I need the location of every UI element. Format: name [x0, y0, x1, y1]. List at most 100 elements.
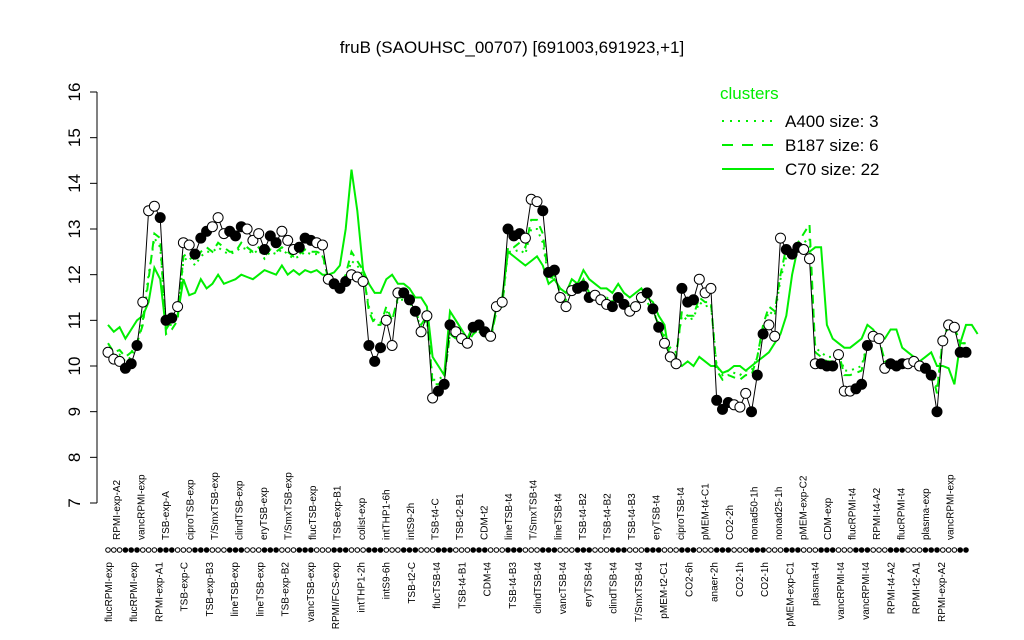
rug-mark — [858, 547, 865, 553]
data-point — [560, 301, 572, 313]
data-point — [630, 301, 642, 313]
data-point — [270, 237, 282, 249]
data-point — [438, 378, 450, 390]
rug-mark — [829, 547, 836, 553]
rug-mark — [482, 547, 488, 553]
rug-mark — [250, 547, 256, 553]
rug-mark — [708, 547, 714, 553]
rug-mark — [244, 547, 250, 553]
x-tick-label-top: intS9-2h — [406, 503, 417, 540]
rug-mark — [493, 547, 500, 553]
rug-mark — [569, 547, 575, 553]
rug-mark — [302, 547, 308, 553]
x-tick-label-top: TSB-exp-B1 — [333, 485, 344, 540]
data-point — [833, 349, 844, 361]
x-tick-label-bottom: CO2-1h — [735, 562, 746, 597]
rug-mark — [371, 547, 378, 553]
x-tick-label-top: TSB-t4-B2 — [602, 493, 613, 540]
data-point — [757, 328, 769, 340]
rug-mark — [650, 547, 656, 553]
rug-mark — [592, 547, 598, 553]
x-labels-top: RPMI-exp-A2 vancRPMI-exp TSB-exp-A ciproTSB… — [112, 472, 957, 540]
x-tick-label-bottom: TSB-exp-B2 — [281, 562, 292, 617]
rug-mark — [760, 547, 766, 553]
rug-mark — [232, 547, 239, 553]
legend: clusters A400 size: 3 B187 size: 6 C70 s… — [720, 84, 880, 179]
rug-mark — [911, 547, 917, 553]
rug-mark — [905, 547, 911, 553]
data-point — [948, 321, 960, 333]
y-tick-label: 11 — [65, 312, 84, 330]
data-point — [241, 223, 253, 235]
rug-mark — [540, 547, 546, 553]
rug-mark — [922, 547, 929, 553]
x-tick-label-bottom: RPMI-exp-A1 — [155, 562, 166, 622]
rug-mark — [800, 547, 807, 553]
rug-mark — [812, 547, 819, 553]
x-tick-label-bottom: TSB-exp-C — [180, 562, 191, 611]
x-tick-label-top: CDM-t2 — [480, 505, 491, 540]
rug-mark — [841, 547, 848, 553]
rug-mark — [226, 547, 233, 553]
x-tick-label-bottom: TSB-exp-B3 — [205, 562, 216, 617]
rug-mark — [134, 547, 140, 553]
x-tick-label-top: CDM-exp — [823, 497, 834, 540]
data-point — [166, 312, 178, 324]
rug-mark — [389, 547, 395, 553]
series-line-c70 — [107, 169, 979, 385]
data-point — [641, 287, 653, 299]
data-point — [693, 273, 705, 285]
rug-mark — [661, 547, 668, 553]
rug-mark — [655, 547, 662, 553]
data-point — [653, 321, 665, 333]
data-point — [189, 248, 201, 260]
x-tick-label-top: T/SmxTSB-exp — [284, 472, 295, 540]
data-point — [386, 340, 398, 351]
x-tick-label-top: vancRPMI-exp — [137, 474, 148, 540]
data-point — [276, 225, 288, 237]
data-point — [676, 282, 688, 294]
x-tick-label-top: TSB-t4-B3 — [627, 493, 638, 540]
rug-mark — [313, 547, 320, 553]
rug-mark — [748, 547, 755, 553]
data-point — [861, 340, 873, 351]
x-tick-label-bottom: pMEM-t2-C1 — [659, 562, 670, 619]
data-point — [960, 346, 972, 358]
rug-mark — [934, 547, 940, 553]
x-tick-label-bottom: TSB-t2-C — [407, 562, 418, 604]
y-tick-label: 16 — [65, 83, 84, 102]
x-tick-label-top: ciproTSB-exp — [186, 479, 197, 540]
rug-mark — [742, 547, 749, 553]
data-point — [775, 232, 786, 244]
rug-mark — [487, 547, 494, 553]
rug-mark — [203, 547, 210, 553]
x-tick-label-bottom: plasma-t4 — [811, 562, 822, 606]
x-tick-label-top: clindTSB-exp — [235, 480, 246, 540]
x-tick-label-bottom: vancTSB-t4 — [558, 562, 569, 615]
data-point — [415, 326, 427, 338]
y-tick-label: 10 — [65, 357, 84, 376]
rug-mark — [725, 547, 732, 553]
data-point — [798, 244, 810, 255]
rug-mark — [198, 547, 204, 553]
data-point — [253, 228, 265, 240]
data-point — [206, 221, 218, 233]
data-point — [131, 340, 143, 351]
rug-mark — [603, 547, 610, 553]
rug-mark — [476, 547, 482, 553]
x-tick-label-bottom: flucRPMI-exp — [104, 562, 115, 622]
rug-mark — [441, 547, 448, 553]
y-tick-label: 13 — [65, 220, 84, 239]
x-tick-label-bottom: RPMI-t2-A1 — [912, 562, 923, 615]
rug-mark — [696, 547, 703, 553]
x-tick-label-bottom: RPMI-t4-A2 — [886, 562, 897, 615]
rug-mark — [806, 547, 813, 553]
data-point — [334, 282, 346, 294]
rug-mark — [818, 547, 824, 553]
chart-title: fruB (SAOUHSC_00707) [691003,691923,+1] — [340, 38, 684, 57]
x-tick-label-top: pMEM-t4-C1 — [700, 483, 711, 540]
rug-mark — [354, 547, 361, 553]
data-point — [496, 296, 508, 308]
rug-mark — [893, 547, 900, 553]
data-point — [172, 301, 184, 313]
